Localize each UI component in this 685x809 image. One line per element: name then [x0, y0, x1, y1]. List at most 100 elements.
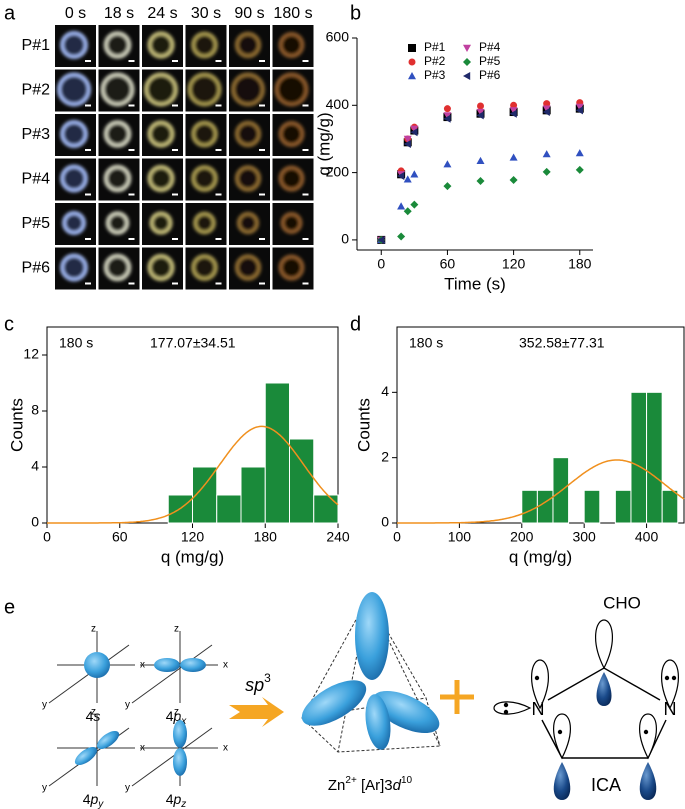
orbital-axes: zxy: [125, 624, 228, 711]
particle: [191, 31, 218, 59]
orbital: [96, 730, 120, 750]
scale-bar: [128, 238, 135, 240]
axis-line: [131, 644, 213, 704]
tetrahedron: [301, 596, 441, 753]
x-tick-label: 120: [181, 529, 205, 545]
particle: [234, 165, 262, 192]
metal-label: Zn2+ [Ar]3d10: [328, 775, 413, 794]
x-tick-label: 120: [502, 256, 526, 272]
scale-bar: [172, 193, 178, 196]
particle: [60, 164, 88, 193]
histogram-bar: [630, 391, 648, 524]
ligand-name: ICA: [591, 775, 621, 795]
time-label: 24 s: [147, 5, 177, 22]
particle-label: P#1: [22, 37, 51, 54]
data-point: [443, 105, 451, 113]
y-tick-label: 12: [23, 346, 39, 362]
particle: [149, 211, 173, 235]
x-axis-label: q (mg/g): [509, 547, 572, 566]
particle: [147, 164, 175, 193]
x-tick-label: 180: [568, 256, 592, 272]
lone-pair-lobes: [493, 619, 679, 760]
orbital: [173, 748, 187, 776]
data-point: [410, 125, 419, 133]
data-point: [476, 156, 485, 165]
annotation: 180 s: [409, 335, 443, 351]
scale-bar: [85, 193, 91, 196]
orbital-label: 4py: [83, 791, 105, 809]
scale-bar: [259, 149, 265, 151]
particle: [103, 253, 132, 282]
fit-curve: [397, 459, 685, 524]
scale-bar: [85, 149, 91, 151]
y-axis-label: Counts: [7, 398, 26, 452]
particle-label: P#6: [22, 260, 51, 277]
particle: [234, 254, 262, 281]
histogram-bar: [240, 466, 266, 524]
scale-bar: [85, 60, 91, 62]
hybridization-diagram: [229, 592, 679, 800]
orbital-axes: zxy: [42, 624, 145, 711]
scale-bar: [259, 104, 265, 107]
atom: N: [664, 699, 677, 719]
particle: [100, 72, 135, 107]
axis-letter: z: [91, 707, 96, 718]
data-point: [543, 100, 551, 108]
data-point: [397, 202, 406, 210]
panel-label: b: [350, 2, 361, 24]
lobe: [365, 694, 391, 750]
particle-label: P#2: [22, 82, 51, 99]
data-point: [403, 175, 412, 183]
scale-bar: [259, 193, 265, 196]
x-axis-label: q (mg/g): [161, 547, 224, 566]
particle-label: P#5: [22, 215, 51, 232]
data-point: [443, 114, 451, 123]
axis-letter: y: [42, 700, 47, 711]
orbital-letter: p: [173, 708, 182, 724]
y-tick-label: 600: [326, 29, 350, 45]
particle: [278, 165, 305, 192]
y-axis-label: q (mg/g): [314, 112, 333, 175]
hybrid-label: sp3: [245, 671, 271, 695]
scale-bar: [172, 104, 178, 107]
orbital: [84, 652, 110, 678]
x-tick-label: 60: [112, 529, 128, 545]
scale-bar: [302, 60, 309, 62]
orbital-number: 4: [166, 791, 174, 807]
particle: [60, 31, 88, 59]
orbital-axes: zxy: [125, 707, 228, 794]
y-tick-label: 4: [31, 458, 39, 474]
orbital: [74, 746, 98, 766]
hybrid-power: 3: [264, 671, 271, 685]
scale-bar: [215, 60, 222, 62]
plus-sign: [440, 680, 474, 714]
data-point: [542, 167, 551, 176]
particle: [234, 31, 262, 59]
data-point: [443, 182, 452, 191]
orbital-subscript: z: [180, 799, 186, 809]
orbital-number: 4: [166, 708, 174, 724]
metal-electrons: 10: [401, 775, 413, 786]
particle: [144, 72, 178, 107]
panel-label: a: [4, 2, 16, 24]
x-tick-label: 180: [254, 529, 278, 545]
y-tick-label: 2: [381, 448, 389, 464]
scale-bar: [85, 238, 91, 240]
scale-bar: [172, 238, 178, 240]
axis-letter: y: [42, 783, 47, 794]
particle: [60, 253, 88, 282]
data-point: [397, 171, 405, 180]
x-tick-label: 240: [326, 529, 350, 545]
particle: [191, 120, 218, 148]
scale-bar: [85, 104, 91, 107]
scale-bar: [215, 149, 222, 151]
p-lobes: [553, 672, 657, 800]
panel-label: c: [4, 313, 14, 335]
data-point: [403, 135, 412, 143]
data-point: [410, 200, 419, 209]
panel-label: e: [4, 596, 15, 618]
orbital-number: 4: [83, 791, 91, 807]
histogram-bar: [583, 489, 601, 524]
particle: [280, 212, 303, 234]
annotation: 352.58±77.31: [519, 335, 605, 351]
